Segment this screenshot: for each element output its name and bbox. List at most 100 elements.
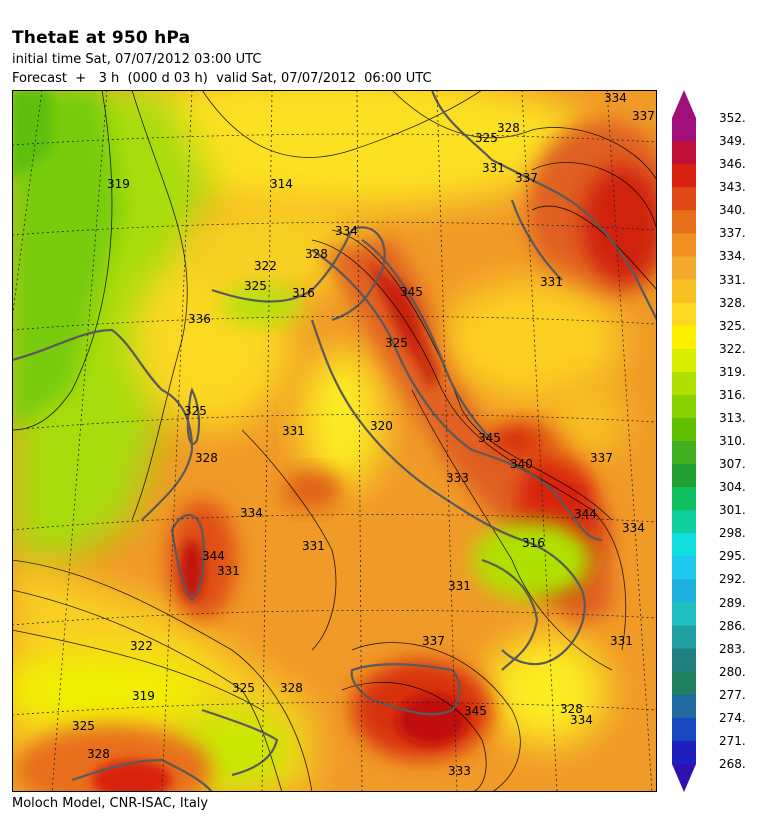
contour-label: 331 <box>302 539 325 553</box>
contour-label: 328 <box>195 451 218 465</box>
colorbar-level-label: 334. <box>719 249 746 264</box>
colorbar-swatch <box>672 579 696 603</box>
colorbar-swatch <box>672 118 696 142</box>
colorbar-level-label: 346. <box>719 157 746 172</box>
colorbar-swatch <box>672 302 696 327</box>
colorbar-swatch <box>672 441 696 465</box>
model-credit: Moloch Model, CNR-ISAC, Italy <box>12 796 209 811</box>
colorbar-level-label: 337. <box>719 226 746 241</box>
colorbar-swatch <box>672 371 696 396</box>
colorbar-level-label: 352. <box>719 111 746 125</box>
contour-label: 334 <box>622 521 645 535</box>
colorbar-swatch <box>672 233 696 257</box>
contour-label: 319 <box>107 177 130 191</box>
thetae-field <box>12 90 657 792</box>
colorbar-swatch <box>672 556 696 580</box>
contour-label: 337 <box>632 109 655 123</box>
contour-label: 320 <box>370 419 393 433</box>
contour-label: 337 <box>515 171 538 185</box>
contour-label: 340 <box>510 457 533 471</box>
contour-label: 322 <box>130 639 153 653</box>
colorbar-arrow-bottom <box>672 764 696 792</box>
contour-label: 345 <box>478 431 501 445</box>
colorbar-swatch <box>672 717 696 742</box>
contour-label: 325 <box>385 336 408 350</box>
colorbar-level-label: 301. <box>719 503 746 518</box>
latlon-grid <box>12 90 657 792</box>
contour-label: 325 <box>184 404 207 418</box>
contour-label: 334 <box>335 224 358 238</box>
contour-label: 319 <box>132 689 155 703</box>
colorbar-swatch <box>672 510 696 534</box>
colorbar-level-label: 280. <box>719 664 746 679</box>
contour-label: 345 <box>400 285 423 299</box>
colorbar-swatch <box>672 325 696 350</box>
colorbar-swatch <box>672 671 696 696</box>
colorbar-arrow-top <box>672 90 696 118</box>
contour-label: 325 <box>232 681 255 695</box>
colorbar-swatch <box>672 141 696 165</box>
colorbar-swatch <box>672 348 696 373</box>
contour-label: 328 <box>305 247 328 261</box>
colorbar-level-label: 313. <box>719 410 746 425</box>
contour-label: 325 <box>475 131 498 145</box>
contour-label: 331 <box>482 161 505 175</box>
colorbar-level-label: 331. <box>719 272 746 287</box>
contour-label: 337 <box>422 634 445 648</box>
contour-label: 331 <box>282 424 305 438</box>
colorbar-swatch <box>672 625 696 650</box>
colorbar-level-label: 286. <box>719 618 746 633</box>
contour-label: 333 <box>448 764 471 778</box>
contour-label: 334 <box>604 91 627 105</box>
colorbar-level-label: 316. <box>719 387 746 402</box>
colorbar-swatch <box>672 694 696 719</box>
colorbar-level-label: 292. <box>719 572 746 587</box>
contour-label: 334 <box>570 713 593 727</box>
colorbar-swatch <box>672 487 696 511</box>
colorbar-swatch <box>672 533 696 557</box>
colorbar-level-label: 295. <box>719 549 746 564</box>
contour-label: 328 <box>560 702 583 716</box>
colorbar-level-label: 349. <box>719 134 746 149</box>
contour-label: 328 <box>87 747 110 761</box>
chart-title: ThetaE at 950 hPa <box>12 28 191 48</box>
colorbar-swatch <box>672 740 696 765</box>
colorbar-level-label: 343. <box>719 180 746 195</box>
contour-label: 325 <box>244 279 267 293</box>
contour-label: 331 <box>217 564 240 578</box>
contour-label: 344 <box>202 549 225 563</box>
colorbar-level-label: 298. <box>719 526 746 541</box>
colorbar-swatch <box>672 602 696 627</box>
contour-label: 331 <box>540 275 563 289</box>
contour-label: 331 <box>448 579 471 593</box>
colorbar-swatch <box>672 394 696 419</box>
colorbar-level-label: 307. <box>719 457 746 472</box>
colorbar-level-label: 289. <box>719 595 746 610</box>
colorbar-level-label: 322. <box>719 341 746 356</box>
contour-label: 316 <box>522 536 545 550</box>
contour-label: 333 <box>446 471 469 485</box>
contour-label: 337 <box>590 451 613 465</box>
colorbar <box>672 90 696 792</box>
colorbar-level-label: 304. <box>719 480 746 495</box>
colorbar-level-label: 268. <box>719 757 746 771</box>
colorbar-swatch <box>672 210 696 234</box>
contour-label: 322 <box>254 259 277 273</box>
contour-label: 314 <box>270 177 293 191</box>
contour-label: 328 <box>280 681 303 695</box>
forecast-valid-label: Forecast + 3 h (000 d 03 h) valid Sat, 0… <box>12 71 432 86</box>
contour-label: 344 <box>574 507 597 521</box>
colorbar-swatch <box>672 417 696 442</box>
colorbar-level-label: 325. <box>719 318 746 333</box>
colorbar-swatch <box>672 464 696 488</box>
colorbar-level-label: 319. <box>719 364 746 379</box>
contour-label: 345 <box>464 704 487 718</box>
colorbar-level-label: 274. <box>719 710 746 725</box>
coastlines <box>12 90 657 792</box>
contour-label: 325 <box>72 719 95 733</box>
contour-label: 331 <box>610 634 633 648</box>
colorbar-swatch <box>672 279 696 304</box>
contour-label: 316 <box>292 286 315 300</box>
